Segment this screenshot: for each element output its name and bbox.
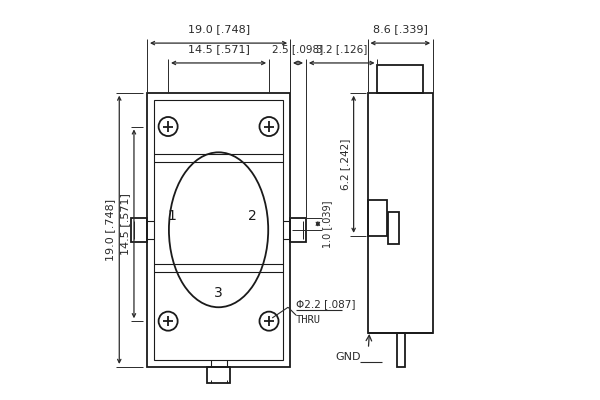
Bar	[131, 218, 147, 242]
Text: 1: 1	[167, 209, 176, 223]
Text: 2: 2	[248, 209, 257, 223]
Text: 19.0 [.748]: 19.0 [.748]	[188, 24, 250, 34]
Text: 14.5 [.571]: 14.5 [.571]	[188, 44, 250, 54]
Bar	[388, 212, 398, 244]
Text: 3: 3	[214, 286, 223, 300]
Bar	[147, 93, 290, 367]
Bar	[368, 200, 388, 236]
Text: 2.5 [.098]: 2.5 [.098]	[272, 44, 323, 54]
Text: 14.5 [.571]: 14.5 [.571]	[120, 193, 130, 255]
Text: 6.2 [.242]: 6.2 [.242]	[340, 138, 350, 190]
Bar	[154, 100, 283, 360]
Text: 3.2 [.126]: 3.2 [.126]	[316, 44, 367, 54]
Bar	[377, 65, 423, 93]
Bar	[368, 93, 433, 333]
Text: GND: GND	[335, 352, 361, 362]
Bar	[206, 367, 230, 383]
Text: THRU: THRU	[296, 315, 321, 325]
Text: Φ2.2 [.087]: Φ2.2 [.087]	[296, 299, 356, 309]
Bar	[290, 218, 306, 242]
Text: 8.6 [.339]: 8.6 [.339]	[373, 24, 428, 34]
Bar	[397, 333, 405, 367]
Text: 1.0 [.039]: 1.0 [.039]	[322, 200, 332, 248]
Text: 19.0 [.748]: 19.0 [.748]	[106, 199, 116, 261]
